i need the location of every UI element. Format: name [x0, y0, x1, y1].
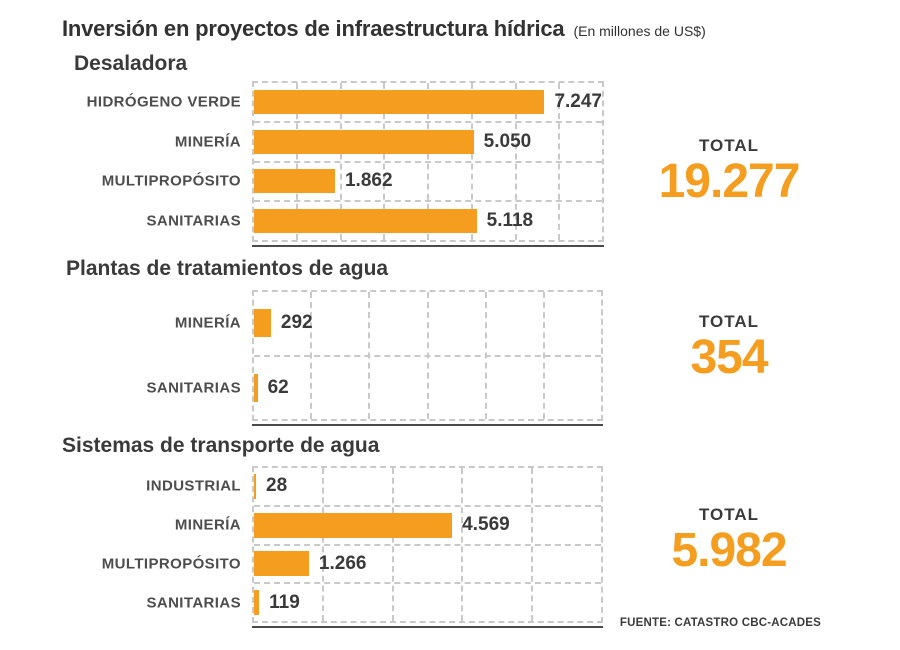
bar-row: SANITARIAS 119: [146, 584, 601, 621]
bar-row: SANITARIAS 62: [146, 357, 601, 420]
bar-row: SANITARIAS 5.118: [146, 202, 602, 240]
bar-row: MULTIPROPÓSITO 1.862: [102, 163, 602, 203]
page-title: Inversión en proyectos de infraestructur…: [62, 16, 565, 41]
total-block-sistemas: TOTAL 5.982: [624, 505, 834, 576]
bar-row: MINERÍA 4.569: [175, 507, 601, 546]
category-label: SANITARIAS: [146, 212, 241, 230]
bar-chart-desaladora: HIDRÓGENO VERDE 7.247 MINERÍA 5.050 MULTIPRO…: [87, 81, 604, 247]
bar: [254, 209, 477, 234]
category-label: MULTIPROPÓSITO: [101, 172, 241, 190]
total-value: 19.277: [658, 155, 801, 208]
bar: [254, 129, 474, 154]
bar: [254, 373, 258, 402]
bar-chart-plantas: MINERÍA 292 SANITARIAS 62: [146, 290, 603, 426]
value-label: 7.247: [554, 90, 602, 112]
value-label: 1.266: [318, 552, 367, 574]
bar: [254, 512, 453, 538]
bar: [254, 309, 271, 338]
axis-baseline: [252, 424, 603, 426]
total-value: 5.982: [671, 524, 787, 577]
bar: [254, 551, 309, 577]
category-label: SANITARIAS: [146, 594, 241, 612]
category-label: MINERÍA: [174, 314, 241, 332]
value-label: 28: [266, 475, 288, 497]
category-label: INDUSTRIAL: [146, 477, 241, 495]
bar-row: MINERÍA 292: [175, 292, 601, 357]
value-label: 62: [267, 376, 289, 398]
value-label: 5.050: [483, 130, 532, 152]
source-credit: FUENTE: CATASTRO CBC-ACADES: [619, 617, 821, 629]
total-label: TOTAL: [698, 505, 760, 524]
section-heading-desaladora: Desaladora: [74, 52, 188, 75]
bar: [254, 473, 256, 499]
bar: [254, 89, 545, 114]
section-heading-sistemas: Sistemas de transporte de agua: [62, 434, 380, 457]
category-label: MINERÍA: [174, 516, 241, 534]
value-label: 1.862: [344, 170, 393, 192]
value-label: 4.569: [462, 514, 510, 536]
total-label: TOTAL: [698, 136, 760, 155]
category-label: MINERÍA: [174, 133, 241, 151]
bar-row: MULTIPROPÓSITO 1.266: [102, 546, 601, 585]
value-label: 5.118: [486, 210, 534, 232]
value-label: 292: [280, 312, 313, 334]
bar: [254, 169, 335, 194]
bar-row: MINERÍA 5.050: [175, 123, 602, 163]
bar: [254, 590, 260, 616]
category-label: HIDRÓGENO VERDE: [86, 93, 241, 111]
total-block-plantas: TOTAL 354: [624, 312, 834, 383]
total-value: 354: [690, 331, 768, 384]
value-label: 119: [269, 591, 300, 613]
chart-title-row: Inversión en proyectos de infraestructur…: [62, 16, 706, 42]
bar-row: INDUSTRIAL 28: [146, 468, 601, 507]
axis-baseline: [252, 626, 603, 628]
bar-chart-sistemas: INDUSTRIAL 28 MINERÍA 4.569 MULTIPROPÓSITO 1.…: [102, 466, 603, 628]
units-subtitle: (En millones de US$): [573, 23, 706, 39]
category-label: SANITARIAS: [146, 379, 241, 397]
section-heading-plantas: Plantas de tratamientos de agua: [66, 257, 389, 280]
axis-baseline: [252, 245, 604, 247]
bar-row: HIDRÓGENO VERDE 7.247: [87, 83, 602, 123]
total-block-desaladora: TOTAL 19.277: [624, 136, 834, 207]
category-label: MULTIPROPÓSITO: [101, 555, 241, 573]
total-label: TOTAL: [698, 312, 760, 331]
